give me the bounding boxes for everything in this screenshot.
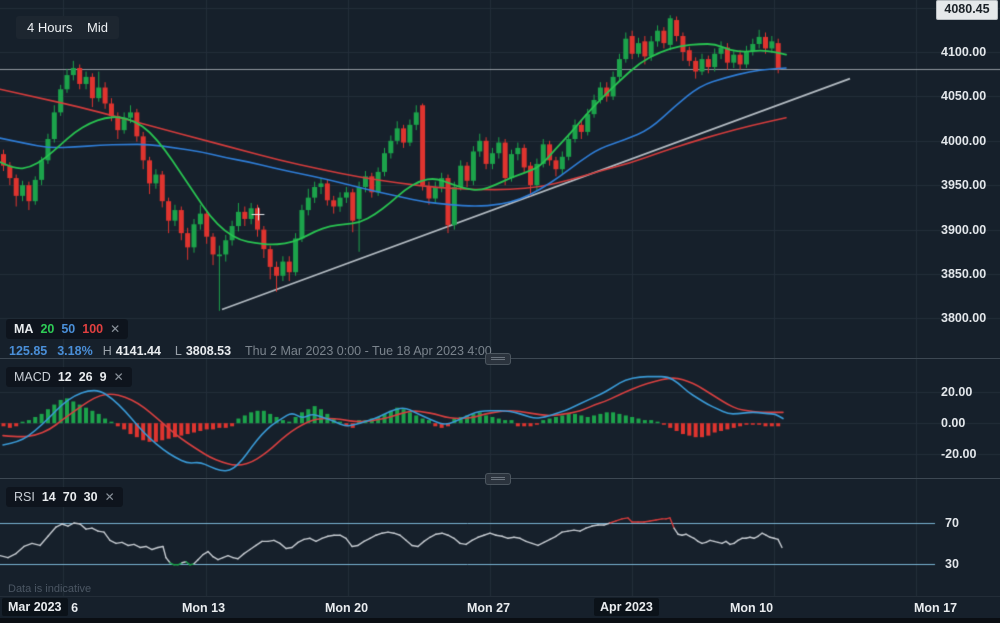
- low-label: L: [174, 344, 182, 358]
- time-axis-label: Mon 13: [182, 601, 226, 615]
- price-axis-label: 3900.00: [941, 222, 987, 237]
- macd-legend-name: MACD: [14, 370, 51, 384]
- time-axis-label: Mon 10: [730, 601, 774, 615]
- bottom-strip: [0, 618, 1000, 623]
- ma-period-20: 20: [40, 322, 55, 336]
- macd-legend: MACD 12 26 9 ✕: [6, 367, 132, 387]
- ma-legend-name: MA: [14, 322, 34, 336]
- ma-close-icon[interactable]: ✕: [110, 322, 121, 336]
- macd-param-signal: 9: [99, 370, 107, 384]
- high-label: H: [102, 344, 112, 358]
- price-axis-label: 4100.00: [941, 45, 987, 59]
- high-value: 4141.44: [115, 344, 161, 358]
- macd-panel-resize-handle[interactable]: [485, 353, 511, 365]
- rsi-axis-label: 30: [945, 556, 959, 571]
- macd-axis-label: -20.00: [941, 447, 977, 462]
- ma-info-line: 125.85 3.18% H 4141.44 L 3808.53 Thu 2 Mar 202…: [9, 344, 502, 358]
- rsi-param-lower: 30: [83, 490, 98, 504]
- rsi-param-upper: 70: [62, 490, 77, 504]
- timeframe-button[interactable]: 4 Hours: [16, 16, 84, 39]
- range-value: 125.85: [9, 344, 48, 358]
- time-axis-border: [0, 596, 1000, 597]
- ma-period-100: 100: [82, 322, 104, 336]
- macd-close-icon[interactable]: ✕: [113, 370, 124, 384]
- time-axis-label: Apr 2023: [594, 598, 659, 616]
- macd-axis-label: 0.00: [941, 416, 966, 431]
- price-axis-label: 3850.00: [941, 267, 987, 281]
- rsi-param-period: 14: [41, 490, 56, 504]
- rsi-panel-resize-handle[interactable]: [485, 473, 511, 485]
- price-axis-label: 3950.00: [941, 178, 987, 193]
- rsi-legend-name: RSI: [14, 490, 35, 504]
- macd-param-fast: 12: [57, 370, 72, 384]
- ma-period-50: 50: [61, 322, 76, 336]
- chart-canvas[interactable]: [0, 0, 1000, 596]
- macd-param-slow: 26: [78, 370, 93, 384]
- time-axis-label: Mon 20: [325, 601, 369, 615]
- ma-legend: MA 20 50 100 ✕: [6, 319, 129, 339]
- low-value: 3808.53: [185, 344, 232, 358]
- rsi-legend: RSI 14 70 30 ✕: [6, 487, 123, 507]
- price-axis-label: 4050.00: [941, 89, 987, 104]
- time-axis-label: Mar 2023: [2, 598, 68, 616]
- date-range: Thu 2 Mar 2023 0:00 - Tue 18 Apr 2023 4:…: [245, 344, 492, 358]
- price-type-button[interactable]: Mid: [76, 16, 119, 39]
- rsi-axis-label: 70: [945, 516, 959, 530]
- time-axis-label: Mon 17: [914, 601, 958, 615]
- time-axis-label: Mon 27: [467, 601, 511, 615]
- price-axis-label: 3800.00: [941, 311, 987, 326]
- price-axis-label: 4000.00: [941, 133, 987, 148]
- macd-axis-label: 20.00: [941, 385, 973, 400]
- rsi-close-icon[interactable]: ✕: [104, 490, 115, 504]
- indicative-data-notice: Data is indicative: [8, 583, 92, 595]
- percent-value: 3.18%: [57, 344, 93, 358]
- current-price-tag: 4080.45: [936, 0, 998, 20]
